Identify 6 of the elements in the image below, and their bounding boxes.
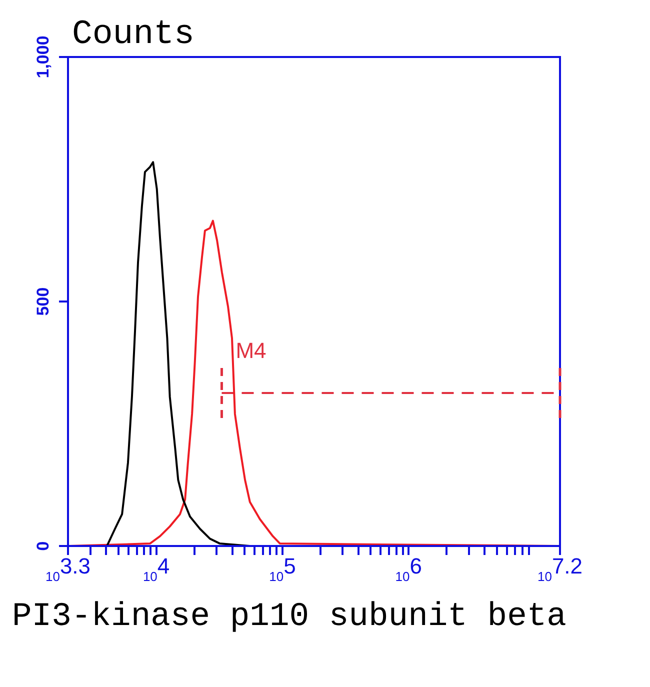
x-axis-title: PI3-kinase p110 subunit beta <box>12 598 568 635</box>
y-tick-label: 1,000 <box>34 36 53 78</box>
chart-title: Counts <box>72 16 194 54</box>
y-tick-label: 0 <box>34 541 53 551</box>
y-tick-label: 500 <box>34 287 53 316</box>
series-label: M4 <box>236 338 266 364</box>
